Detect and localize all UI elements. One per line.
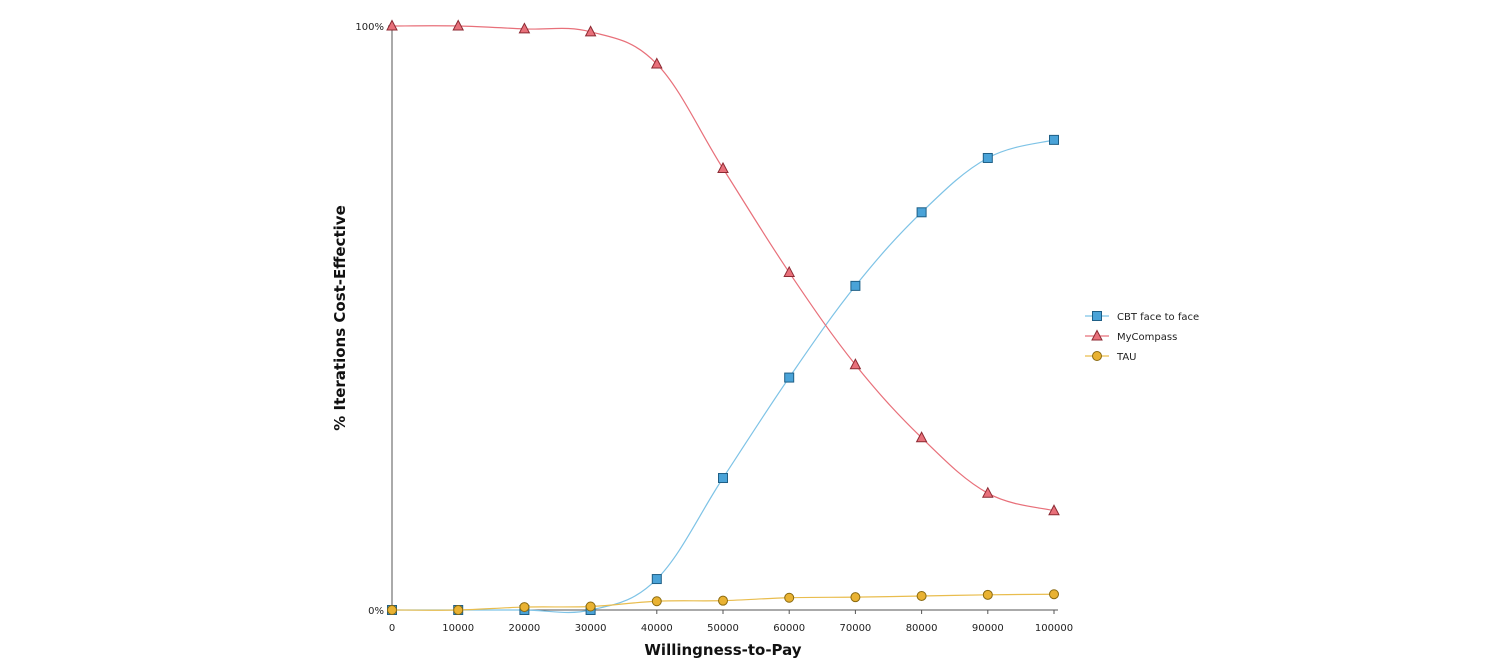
- series-line: [392, 139, 1055, 614]
- data-point: [519, 602, 530, 613]
- legend-marker: [1092, 351, 1102, 361]
- data-point: [784, 372, 795, 383]
- legend-marker: [1092, 311, 1102, 321]
- data-point: [982, 589, 993, 600]
- x-tick-label: 70000: [839, 623, 871, 634]
- x-tick-label: 80000: [906, 623, 938, 634]
- data-point: [386, 19, 398, 31]
- x-tick-label: 50000: [707, 623, 739, 634]
- legend-item: CBT face to face: [1085, 311, 1199, 323]
- x-tick-label: 30000: [575, 623, 607, 634]
- data-point: [453, 605, 464, 615]
- data-point: [982, 152, 993, 163]
- data-point: [651, 574, 662, 585]
- legend-label: TAU: [1116, 352, 1137, 363]
- data-point: [916, 207, 927, 218]
- data-point: [981, 486, 994, 498]
- legend-item: MyCompass: [1085, 329, 1177, 343]
- data-point: [1048, 504, 1060, 516]
- axes: 0 10000 20000 30000 40000 50000 60000 70000 8000…: [355, 22, 1073, 634]
- x-tick-label: 60000: [773, 623, 805, 634]
- data-point: [584, 25, 597, 37]
- series-triangle: [386, 19, 1060, 516]
- data-point: [585, 601, 596, 612]
- legend-label: MyCompass: [1117, 332, 1177, 343]
- data-point: [916, 590, 927, 601]
- legend-item: TAU: [1085, 351, 1137, 363]
- data-point: [1049, 134, 1059, 145]
- data-point: [783, 265, 796, 277]
- data-point: [650, 57, 663, 69]
- x-tick-label: 0: [389, 623, 395, 634]
- series-square: [387, 134, 1059, 615]
- data-point: [387, 605, 397, 615]
- x-tick-label: 40000: [641, 623, 673, 634]
- data-point: [850, 592, 861, 603]
- legend-marker: [1091, 329, 1103, 341]
- x-axis-title: Willingness-to-Pay: [644, 641, 801, 659]
- data-point: [651, 596, 662, 607]
- data-point: [784, 592, 795, 603]
- series-layer: [386, 19, 1060, 615]
- data-point: [849, 358, 862, 370]
- data-point: [915, 431, 928, 443]
- data-point: [850, 280, 861, 291]
- x-tick-label: 10000: [442, 623, 474, 634]
- legend: CBT face to face MyCompass TAU: [1085, 311, 1199, 363]
- data-point: [518, 22, 531, 34]
- legend-label: CBT face to face: [1117, 312, 1199, 323]
- data-point: [718, 473, 728, 484]
- series-line: [391, 25, 1055, 512]
- data-point: [1049, 589, 1059, 600]
- data-point: [718, 595, 728, 606]
- x-tick-label: 100000: [1035, 623, 1073, 634]
- y-tick-label: 100%: [355, 22, 384, 33]
- x-tick-label: 90000: [972, 623, 1004, 634]
- data-point: [452, 19, 465, 31]
- x-tick-label: 20000: [508, 623, 540, 634]
- y-axis-title: % Iterations Cost-Effective: [331, 205, 349, 431]
- series-circle: [387, 589, 1059, 615]
- y-tick-label: 0%: [368, 606, 384, 617]
- data-point: [717, 161, 729, 173]
